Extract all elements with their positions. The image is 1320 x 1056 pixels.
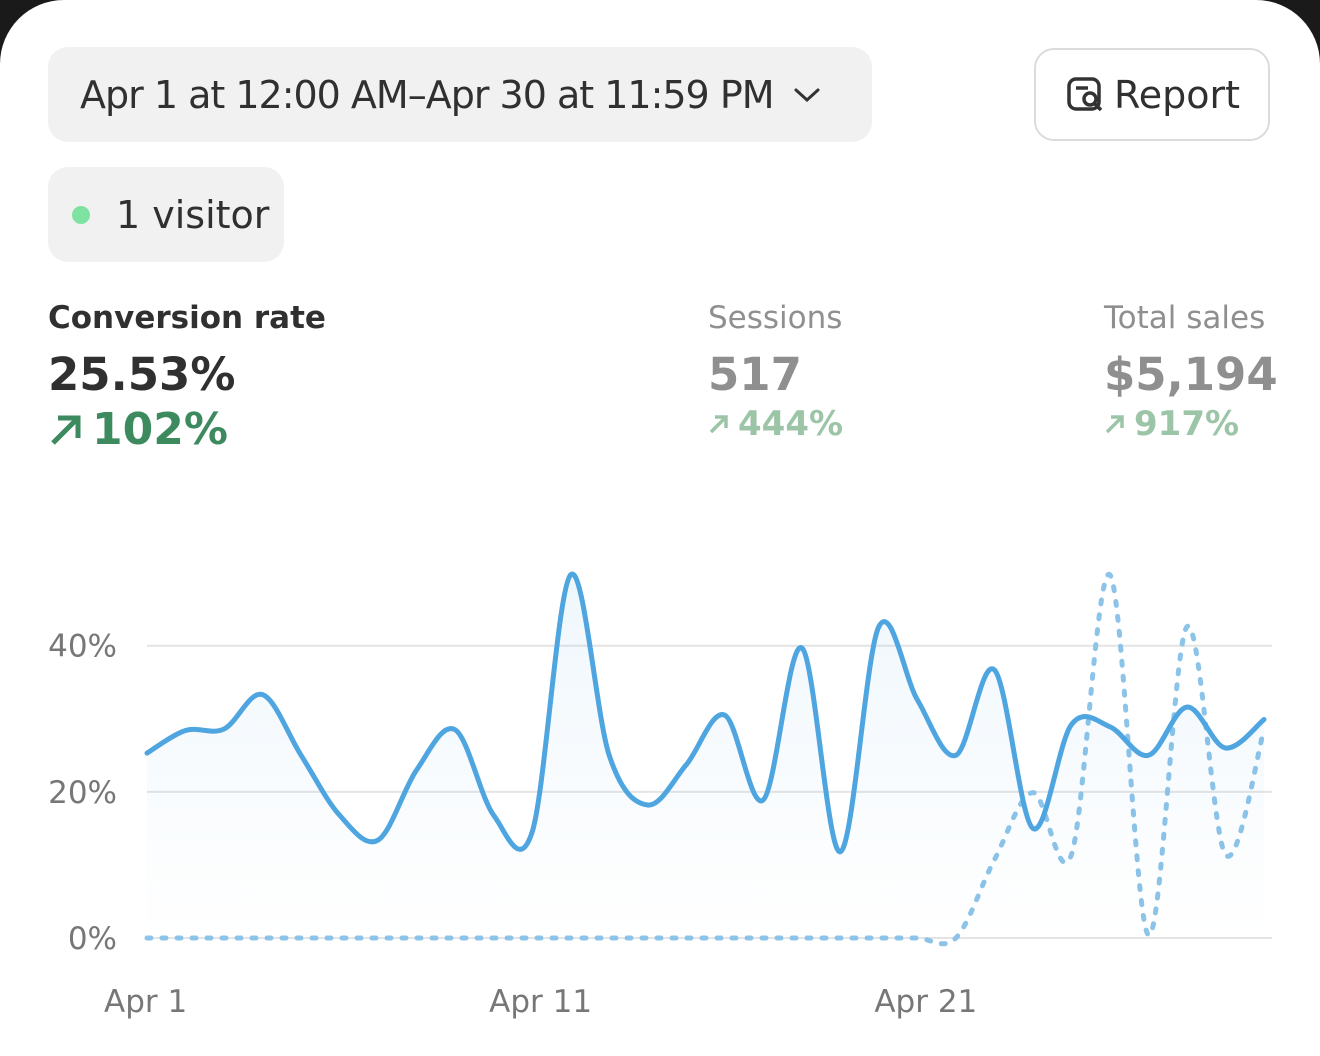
metric-change-row: 444% xyxy=(708,404,843,444)
metric[interactable]: Sessions 517 444% xyxy=(708,300,843,444)
y-tick-label: 20% xyxy=(48,775,117,811)
metric-change: 102% xyxy=(92,404,228,455)
date-range: Apr 1 at 12:00 AM–Apr 30 at 11:59 PM xyxy=(80,72,775,117)
report-button[interactable]: Report xyxy=(1034,48,1270,141)
x-tick-label: Apr 21 xyxy=(874,984,977,1020)
metric[interactable]: Conversion rate 25.53% 102% xyxy=(48,300,326,455)
y-tick-label: 0% xyxy=(68,921,117,957)
metric-value: 517 xyxy=(708,348,802,401)
metric-value: 25.53% xyxy=(48,348,236,401)
report-icon xyxy=(1067,76,1103,111)
metric-change-row: 917% xyxy=(1104,404,1278,444)
metric-change: 444% xyxy=(738,404,844,444)
up-arrow xyxy=(709,415,728,434)
up-arrow xyxy=(1105,415,1124,434)
metric-label: Conversion rate xyxy=(48,300,326,336)
metric-label: Sessions xyxy=(708,300,843,336)
x-tick-label: Apr 1 xyxy=(104,984,187,1020)
report-label: Report xyxy=(1114,72,1240,117)
y-tick-label: 40% xyxy=(48,629,117,665)
line xyxy=(144,571,1267,855)
metric[interactable]: Total sales $5,194 917% xyxy=(1104,300,1278,444)
metric-label: Total sales xyxy=(1104,300,1266,336)
metric-value: $5,194 xyxy=(1104,348,1278,401)
metric-change-row: 102% xyxy=(48,404,326,455)
live-dot xyxy=(72,205,90,224)
visitor-pill[interactable]: 1 visitor xyxy=(48,167,284,262)
chevron-icon xyxy=(794,88,820,102)
metric-change: 917% xyxy=(1134,404,1240,444)
up-arrow xyxy=(51,415,81,445)
x-tick-label: Apr 11 xyxy=(489,984,592,1020)
line-area xyxy=(147,574,1264,938)
visitor-count: 1 visitor xyxy=(116,192,270,237)
date-range-picker[interactable]: Apr 1 at 12:00 AM–Apr 30 at 11:59 PM xyxy=(48,47,872,142)
